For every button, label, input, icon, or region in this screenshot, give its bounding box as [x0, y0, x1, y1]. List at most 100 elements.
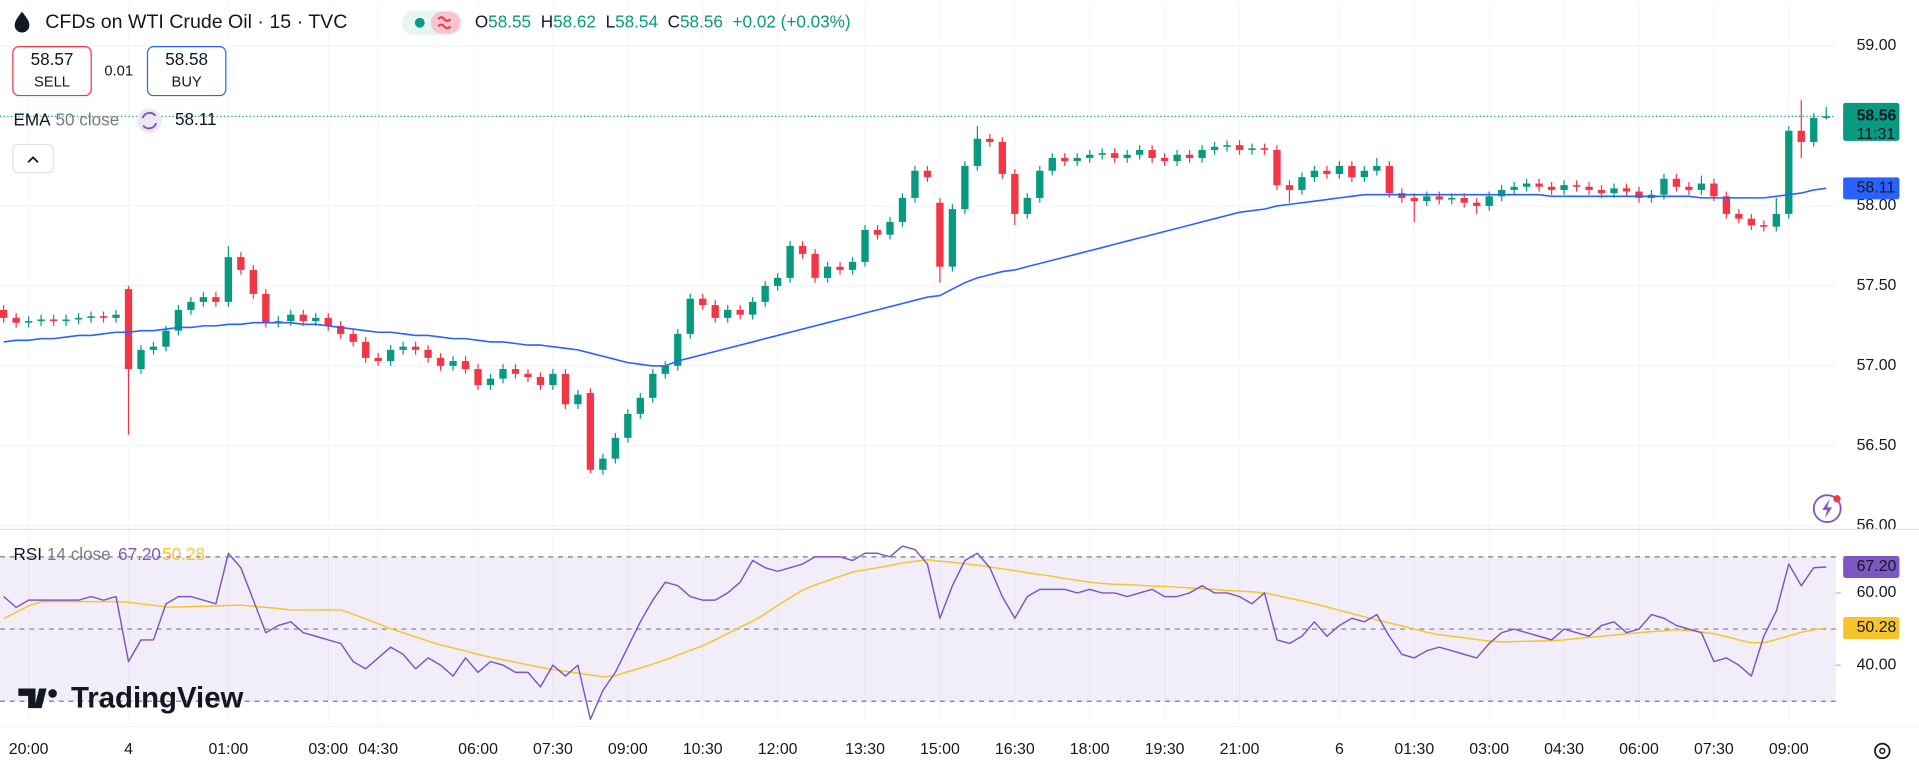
candle-body [1385, 165, 1393, 194]
rsi-ma-tag [1843, 617, 1900, 640]
candle-body [199, 297, 208, 302]
candle-body [636, 397, 644, 414]
candle-body [1697, 183, 1706, 190]
ema-value: 58.11 [175, 109, 217, 129]
candle-body [374, 357, 382, 362]
candle-body [1710, 183, 1718, 197]
candle-body [362, 341, 370, 358]
x-tick-label: 18:00 [1070, 741, 1110, 758]
candle-body [1048, 157, 1056, 171]
candle-body [1810, 117, 1818, 142]
settings-button[interactable] [1874, 742, 1891, 760]
candle-body [1772, 213, 1780, 227]
candle-body [624, 413, 632, 438]
x-tick-label: 4 [124, 741, 133, 758]
ohlc-value: 58.54 [615, 11, 658, 31]
alert-bolt [1822, 498, 1833, 519]
candle-body [1660, 178, 1668, 195]
data-status-wave [437, 16, 452, 30]
candle-body [312, 317, 320, 322]
x-tick-label: 09:00 [1769, 741, 1809, 758]
candle-body [474, 369, 482, 386]
x-tick-label: 01:00 [208, 741, 248, 758]
candle-body [1822, 116, 1830, 118]
candle-body [1635, 191, 1643, 198]
y-tick-label: 59.00 [1857, 37, 1897, 54]
ohlc-label: H [541, 11, 553, 31]
candle-body [1622, 188, 1631, 192]
candle-body [349, 333, 357, 342]
rsi-tick-label: 60.00 [1857, 584, 1897, 601]
candle-body [686, 298, 694, 334]
candle-body [1073, 157, 1081, 162]
candle-body [436, 357, 445, 366]
candle-body [773, 277, 782, 286]
candle-body [449, 361, 457, 366]
ohlc-value: 58.55 [488, 11, 531, 31]
ema-price-tag-label: 58.11 [1857, 180, 1896, 197]
candle-body [37, 319, 45, 322]
candle-body [24, 321, 33, 323]
candle-body [1160, 157, 1169, 162]
collapse-chevron [27, 156, 39, 163]
candle-body [1260, 148, 1269, 150]
alert-dot [1833, 495, 1841, 503]
x-tick-label: 19:30 [1145, 741, 1185, 758]
candle-body [1285, 185, 1294, 190]
candle-body [237, 257, 245, 270]
rsi-tag-label: 67.20 [1857, 558, 1897, 575]
candle-body [287, 314, 295, 322]
candle-body [886, 221, 894, 235]
ohlc-label: L [606, 11, 616, 31]
ema-price-tag [1843, 177, 1900, 200]
candle-body [574, 394, 582, 405]
candle-body [1373, 165, 1381, 171]
candle-body [249, 269, 258, 294]
candle-body [1398, 193, 1406, 198]
ema-loading-arrows [141, 111, 157, 130]
candle-body [586, 393, 595, 470]
x-tick-label: 03:00 [1469, 741, 1509, 758]
candle-body [711, 305, 719, 318]
candle-body [1460, 197, 1468, 203]
buy-button[interactable] [146, 45, 227, 97]
candle-body [212, 297, 220, 302]
candle-body [1173, 154, 1181, 162]
candle-body [798, 245, 807, 254]
candle-body [1223, 145, 1231, 147]
rsi-params: 14 close [47, 544, 111, 564]
candle-body [1235, 145, 1244, 150]
x-tick-label: 13:30 [845, 741, 885, 758]
candle-body [1348, 165, 1356, 178]
candle-body [873, 229, 882, 235]
candle-body [112, 314, 120, 318]
candle-body [1111, 153, 1119, 158]
x-tick-label: 21:00 [1220, 741, 1260, 758]
x-tick-label: 06:00 [1619, 741, 1659, 758]
candle-body [1560, 185, 1568, 190]
candle-body [811, 253, 819, 278]
candle-body [1747, 218, 1756, 226]
candle-body [411, 346, 420, 350]
candle-body [724, 309, 732, 318]
candle-body [649, 373, 657, 398]
candle-body [1011, 173, 1019, 214]
sell-label: SELL [34, 75, 70, 91]
data-status-icon [430, 11, 461, 34]
candle-body [1198, 149, 1206, 158]
candle-body [998, 141, 1007, 174]
sell-button[interactable] [12, 45, 92, 97]
candle-body [87, 316, 95, 318]
x-tick-label: 07:30 [1694, 741, 1734, 758]
candle-body [1597, 189, 1606, 194]
candle-body [1298, 177, 1306, 190]
candle-body [1410, 197, 1418, 202]
y-tick-label: 56.50 [1857, 437, 1897, 454]
candle-body [1086, 154, 1094, 158]
ohlc-value: 58.62 [553, 11, 596, 31]
candle-body [1735, 213, 1743, 219]
candle-body [0, 309, 8, 318]
ema-name: EMA [13, 109, 51, 129]
buy-price: 58.58 [165, 49, 208, 69]
watermark-logo [18, 688, 47, 709]
